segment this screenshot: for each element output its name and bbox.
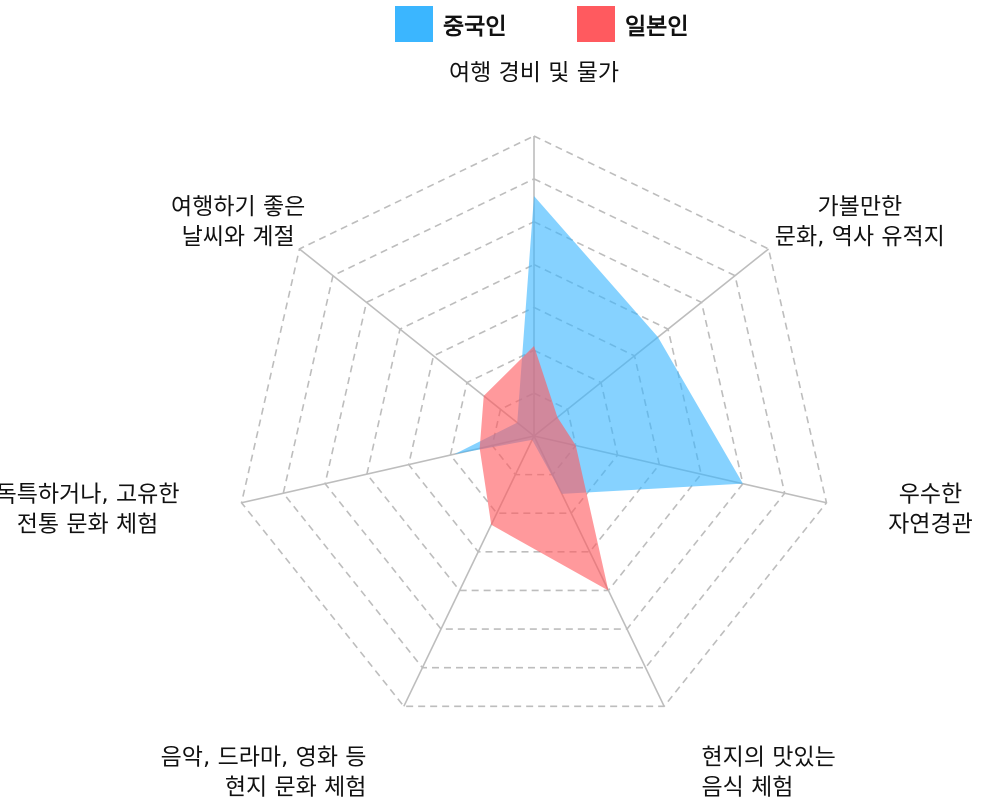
legend-label-china: 중국인	[443, 14, 507, 40]
legend-swatch-japan	[577, 6, 615, 42]
axis-label-3-line-2: 자연경관	[888, 512, 973, 538]
legend-label-japan: 일본인	[625, 14, 689, 40]
grid-ring-7	[240, 135, 828, 708]
legend-item-china: 중국인	[395, 6, 506, 42]
axis-label-7-line-1: 여행하기 좋은	[171, 194, 305, 220]
axis-label-6-line-1: 독특하거나, 고유한	[0, 482, 179, 508]
grid-ring-3	[407, 306, 661, 553]
series-area-japan	[479, 346, 609, 591]
axis-label-1-line-1: 여행 경비 및 물가	[449, 60, 619, 86]
axis-label-5-line-1: 음악, 드라마, 영화 등	[161, 744, 367, 770]
chart-legend: 중국인 일본인	[0, 6, 983, 42]
legend-swatch-china	[395, 6, 433, 42]
grid-ring-5	[324, 220, 744, 630]
axis-label-2-line-2: 문화, 역사 유적지	[775, 224, 945, 250]
grid-ring-6	[282, 177, 786, 669]
axis-label-5-line-2: 현지 문화 체험	[225, 774, 367, 800]
axis-label-4-line-1: 현지의 맛있는	[702, 744, 836, 770]
axis-label-4-line-2: 음식 체험	[702, 774, 794, 800]
legend-item-japan: 일본인	[577, 6, 688, 42]
axis-label-6-line-2: 전통 문화 체험	[17, 512, 159, 538]
axis-label-7-line-2: 날씨와 계절	[182, 224, 295, 250]
grid-ring-4	[366, 263, 702, 592]
axis-label-3-line-1: 우수한	[899, 482, 962, 508]
axis-label-2-line-1: 가볼만한	[818, 194, 903, 220]
